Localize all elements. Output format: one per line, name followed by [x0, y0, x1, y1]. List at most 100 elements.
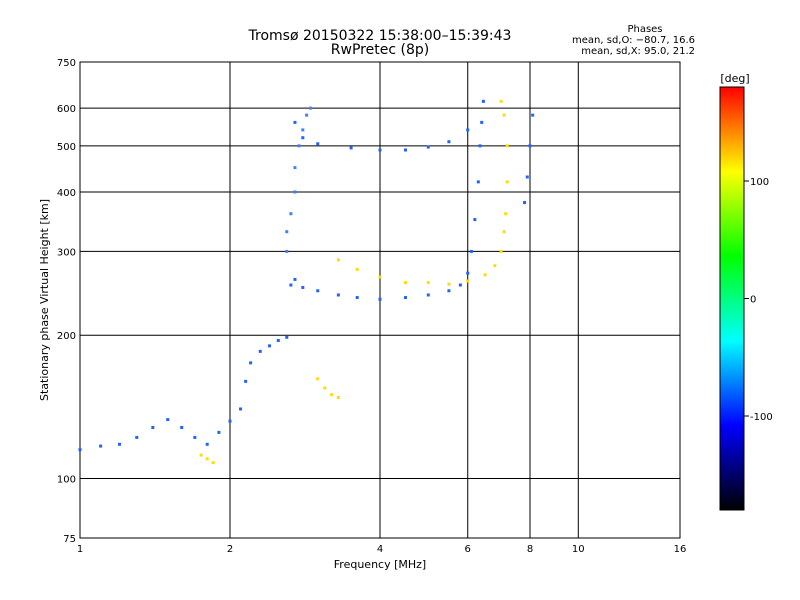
- x-tick-label: 6: [465, 544, 471, 555]
- y-axis-label: Stationary phase Virtual Height [km]: [38, 199, 51, 401]
- data-point: [502, 113, 506, 117]
- data-point: [349, 146, 353, 150]
- y-tick-label: 750: [57, 58, 76, 69]
- data-point: [289, 283, 293, 287]
- data-point: [483, 273, 487, 277]
- data-point: [301, 136, 305, 140]
- data-point: [447, 140, 451, 144]
- data-point: [323, 386, 327, 390]
- x-tick-label: 8: [527, 544, 533, 555]
- data-point: [523, 201, 527, 205]
- data-point: [355, 296, 359, 300]
- y-tick-label: 100: [57, 475, 76, 486]
- data-point: [505, 180, 509, 184]
- data-point: [466, 271, 470, 275]
- data-point: [426, 145, 430, 149]
- data-point: [481, 99, 485, 103]
- data-point: [308, 106, 312, 110]
- chart-title: Tromsø 20150322 15:38:00–15:39:43: [248, 28, 512, 44]
- data-point: [336, 293, 340, 297]
- y-tick-label: 400: [57, 188, 76, 199]
- data-point: [336, 395, 340, 399]
- phases-x-stats: mean, sd,X: 95.0, 21.2: [581, 46, 695, 57]
- data-point: [244, 379, 248, 383]
- y-axis-ticks: 75 100 200 300 400 500 600 750: [57, 58, 76, 545]
- data-point: [493, 264, 497, 268]
- x-tick-label: 2: [227, 544, 233, 555]
- data-point: [217, 430, 221, 434]
- data-point: [199, 453, 203, 457]
- data-point: [267, 344, 271, 348]
- data-point: [293, 277, 297, 281]
- data-point: [293, 166, 297, 170]
- colorbar-ticks: 100 0 -100: [744, 177, 773, 423]
- data-point: [378, 275, 382, 279]
- data-point: [499, 99, 503, 103]
- data-point: [480, 120, 484, 124]
- data-point: [297, 144, 301, 148]
- data-point: [476, 180, 480, 184]
- data-point: [525, 175, 529, 179]
- data-point: [378, 297, 382, 301]
- data-point: [293, 120, 297, 124]
- data-point: [285, 230, 289, 234]
- data-point: [504, 212, 508, 216]
- data-point: [205, 442, 209, 446]
- data-point: [285, 335, 289, 339]
- colorbar-label: [deg]: [720, 72, 749, 85]
- data-point: [293, 190, 297, 194]
- data-point: [505, 144, 509, 148]
- y-tick-label: 300: [57, 247, 76, 258]
- data-point: [447, 282, 451, 286]
- data-point: [458, 283, 462, 287]
- data-point: [276, 338, 280, 342]
- data-point: [258, 349, 262, 353]
- y-tick-label: 600: [57, 104, 76, 115]
- x-tick-label: 4: [377, 544, 383, 555]
- y-tick-label: 75: [63, 534, 76, 545]
- data-point: [151, 425, 155, 429]
- data-point: [239, 407, 243, 411]
- x-axis-ticks: 1 2 4 6 8 10 16: [77, 544, 687, 555]
- data-point: [193, 435, 197, 439]
- data-point: [316, 142, 320, 146]
- data-point: [301, 128, 305, 132]
- x-axis-label: Frequency [MHz]: [334, 558, 426, 571]
- data-point: [466, 128, 470, 132]
- data-point: [403, 296, 407, 300]
- data-point: [316, 289, 320, 293]
- data-point: [502, 230, 506, 234]
- data-point: [205, 457, 209, 461]
- phases-title: Phases: [627, 24, 662, 35]
- data-point: [403, 148, 407, 152]
- data-point: [478, 144, 482, 148]
- data-point: [249, 361, 253, 365]
- data-point: [531, 113, 535, 117]
- data-points: [78, 99, 535, 465]
- chart-subtitle: RwPretec (8p): [331, 42, 429, 58]
- data-point: [166, 418, 170, 422]
- data-point: [499, 249, 503, 253]
- data-point: [301, 285, 305, 289]
- data-point: [426, 293, 430, 297]
- data-point: [466, 279, 470, 283]
- phases-legend: Phases mean, sd,O: −80.7, 16.6 mean, sd,…: [572, 24, 695, 57]
- data-point: [469, 249, 473, 253]
- data-point: [426, 281, 430, 285]
- y-tick-label: 200: [57, 331, 76, 342]
- data-point: [99, 444, 103, 448]
- x-tick-label: 10: [572, 544, 585, 555]
- data-point: [447, 289, 451, 293]
- data-point: [473, 218, 477, 222]
- data-point: [355, 267, 359, 271]
- data-point: [285, 249, 289, 253]
- data-point: [228, 419, 232, 423]
- data-point: [305, 113, 309, 117]
- data-point: [378, 148, 382, 152]
- data-point: [316, 377, 320, 381]
- phases-o-stats: mean, sd,O: −80.7, 16.6: [572, 35, 695, 46]
- data-point: [211, 461, 215, 465]
- y-tick-label: 500: [57, 142, 76, 153]
- data-point: [78, 448, 82, 452]
